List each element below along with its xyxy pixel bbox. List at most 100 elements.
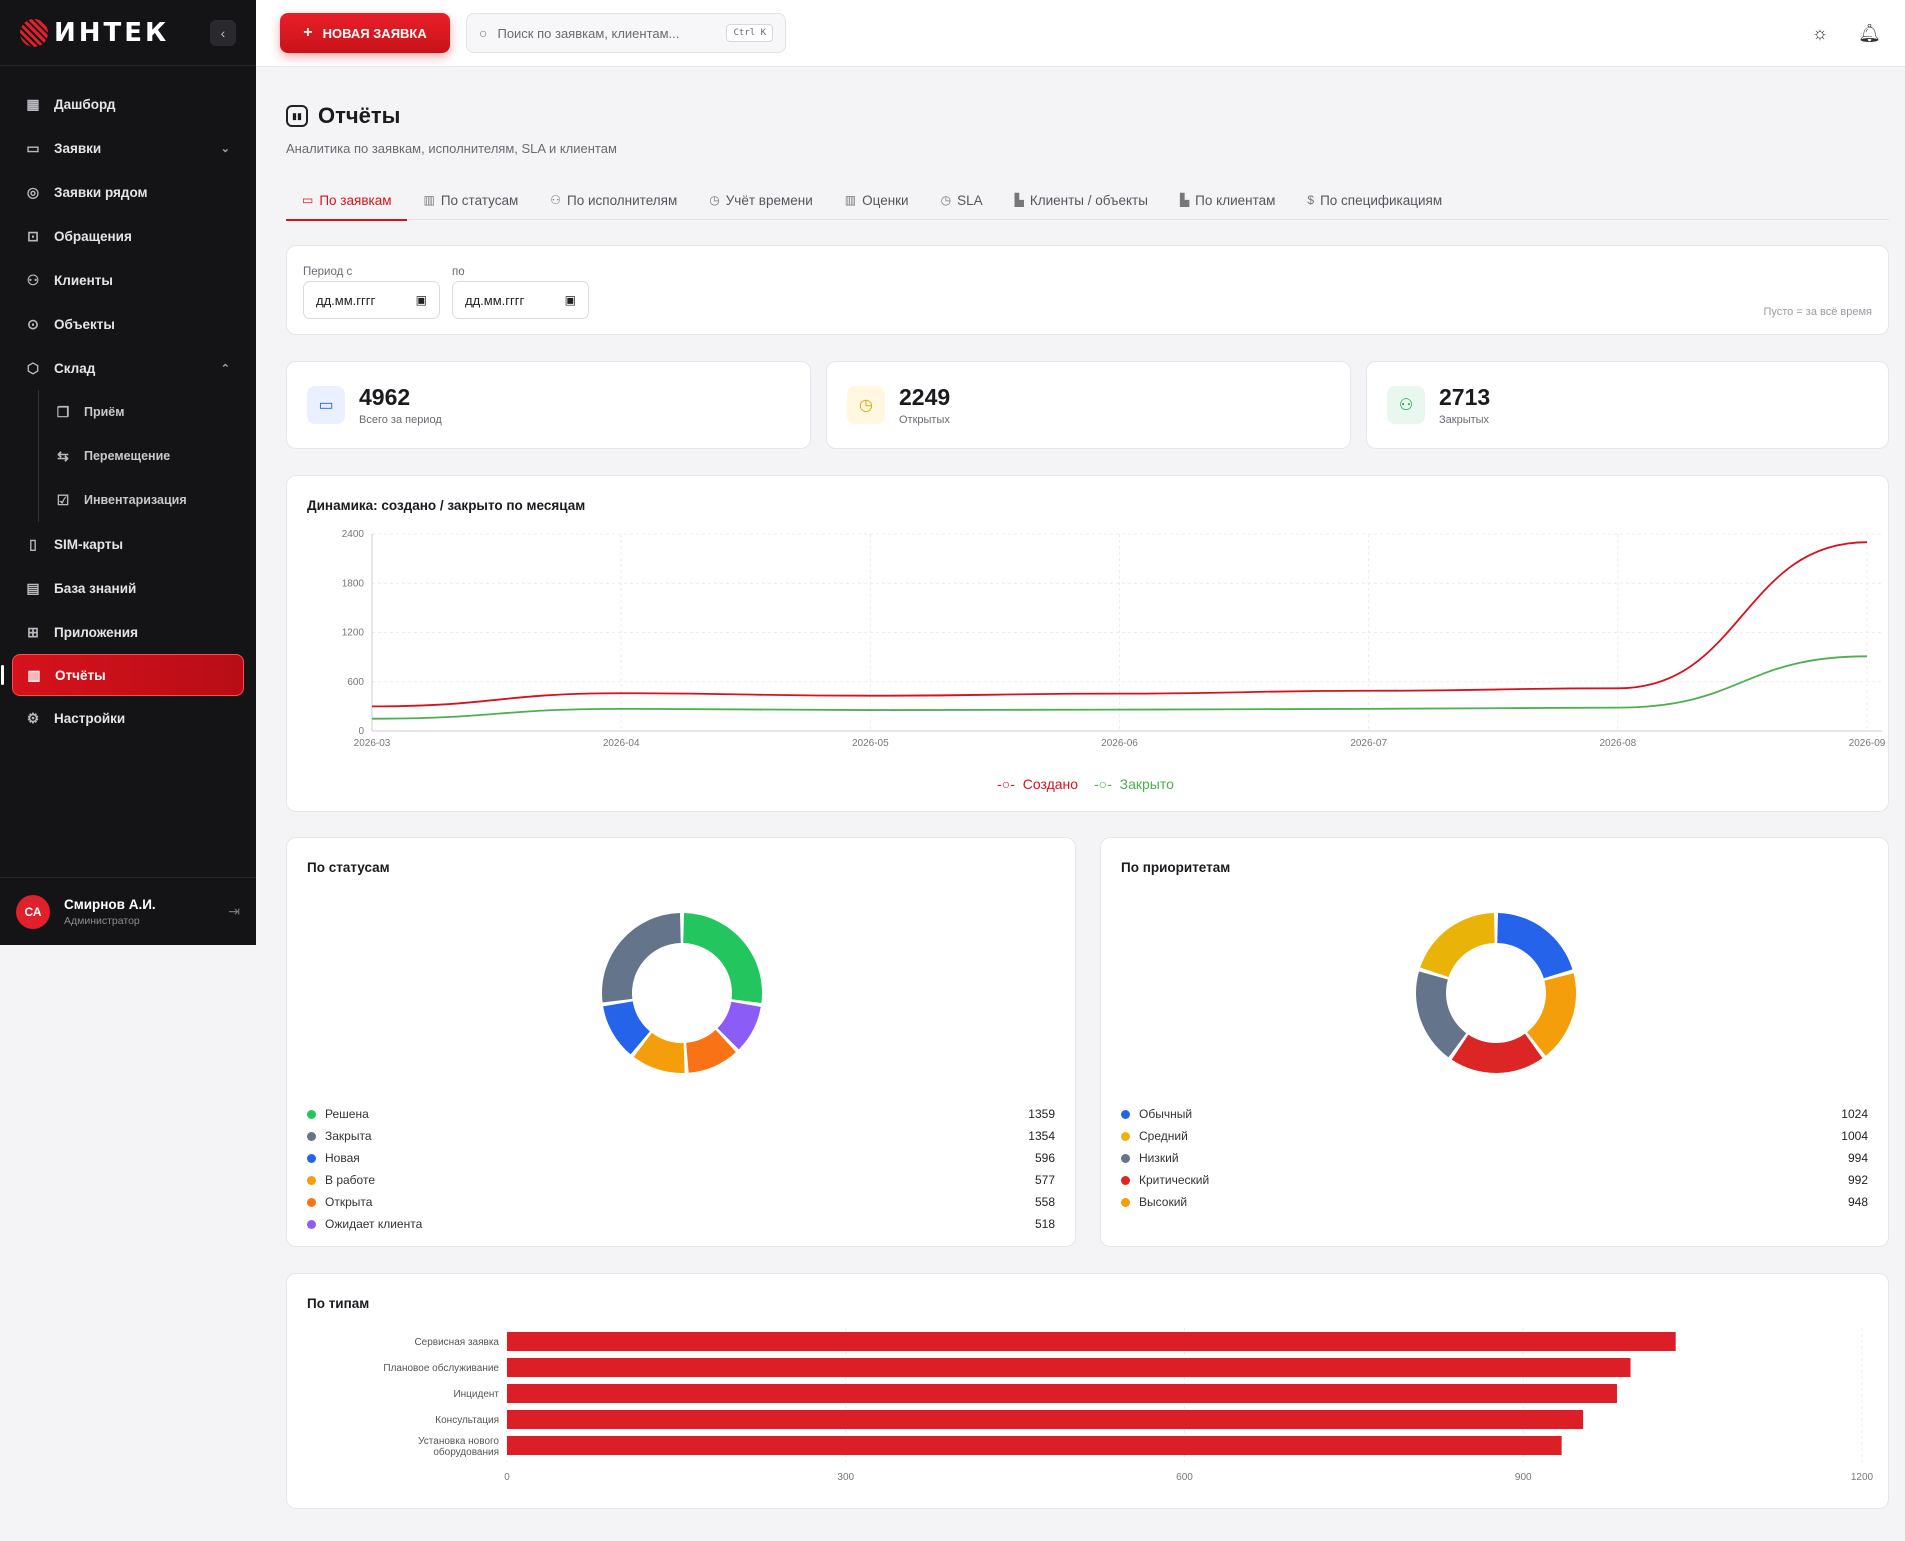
search-shortcut: Ctrl K: [726, 24, 773, 42]
legend-row: Высокий 948: [1121, 1191, 1868, 1213]
status-donut-card: По статусам Решена 1359 Закрыта 1354 Новая 59…: [286, 837, 1076, 1247]
stat-value: 4962: [359, 384, 411, 410]
x-tick-label: 2026-03: [354, 738, 391, 749]
legend-value: 948: [1847, 1195, 1868, 1209]
legend-dot: [307, 1131, 316, 1141]
user-profile[interactable]: СА Смирнов А.И. Администратор ⇥: [0, 877, 256, 945]
tab-clients-objects[interactable]: ▙ Клиенты / объекты: [999, 180, 1164, 220]
sidebar-subitem-receive[interactable]: ❒ Приём: [0, 390, 256, 434]
bar[interactable]: [507, 1384, 1617, 1403]
sidebar-subitem-inventory[interactable]: ☑ Инвентаризация: [0, 478, 256, 522]
calendar-icon[interactable]: ▣: [415, 293, 427, 307]
inbox-icon: ⊡: [27, 227, 39, 244]
sun-icon[interactable]: ☼: [1811, 22, 1829, 43]
donut-slice[interactable]: [686, 1029, 736, 1073]
tab-sla[interactable]: ◷ SLA: [925, 180, 999, 220]
sidebar-item-knowledge[interactable]: ▤ База знаний: [0, 566, 256, 610]
sidebar-item-label: Объекты: [54, 316, 115, 332]
legend-item-closed[interactable]: -○- Закрыто: [1093, 776, 1174, 792]
tab-label: По спецификациям: [1320, 192, 1443, 208]
chevron-left-icon[interactable]: ‹: [210, 19, 236, 46]
tab-specifications[interactable]: $ По спецификациям: [1291, 180, 1458, 220]
tab-ratings[interactable]: ▥ Оценки: [829, 180, 925, 220]
bar[interactable]: [507, 1436, 1562, 1455]
bar[interactable]: [507, 1332, 1676, 1351]
sidebar-item-clients[interactable]: ⚇ Клиенты: [0, 258, 256, 302]
calendar-icon[interactable]: ▣: [564, 293, 576, 307]
logout-icon[interactable]: ⇥: [228, 903, 240, 919]
x-tick-label: 300: [837, 1472, 854, 1483]
legend-row: Решена 1359: [307, 1103, 1055, 1125]
legend-label: Высокий: [1139, 1195, 1188, 1209]
chart-title: Динамика: создано / закрыто по месяцам: [307, 498, 586, 513]
tab-clients[interactable]: ▙ По клиентам: [1164, 180, 1291, 220]
stat-value: 2713: [1439, 384, 1491, 410]
tab-label: Клиенты / объекты: [1029, 192, 1148, 208]
sidebar-item-label: Перемещение: [84, 449, 171, 463]
new-ticket-button[interactable]: + НОВАЯ ЗАЯВКА: [280, 13, 450, 53]
legend-label: Обычный: [1139, 1107, 1193, 1121]
sidebar-item-reports[interactable]: ▥ Отчёты: [1, 654, 244, 696]
legend-label: Низкий: [1139, 1151, 1179, 1165]
donut-slice[interactable]: [633, 1032, 685, 1073]
sidebar-item-objects[interactable]: ⊙ Объекты: [0, 302, 256, 346]
sidebar-item-sim[interactable]: ▯ SIM-карты: [0, 522, 256, 566]
period-to-input[interactable]: дд.мм.гггг ▣: [452, 281, 589, 319]
legend-item-created[interactable]: -○- Создано: [997, 776, 1079, 792]
donut-slice[interactable]: [717, 1001, 761, 1050]
sidebar-item-nearby[interactable]: ◎ Заявки рядом: [0, 170, 256, 214]
search-input[interactable]: ○ Поиск по заявкам, клиентам... Ctrl K: [466, 13, 786, 53]
legend-dot: [1121, 1153, 1130, 1163]
sidebar-subitem-transfer[interactable]: ⇆ Перемещение: [0, 434, 256, 478]
x-tick-label: 2026-08: [1599, 738, 1636, 749]
users-icon: ⚇: [550, 193, 562, 207]
period-from-input[interactable]: дд.мм.гггг ▣: [303, 281, 440, 319]
donut-slice[interactable]: [602, 913, 681, 1003]
donut-slice[interactable]: [1497, 913, 1573, 979]
priority-legend: Обычный 1024 Средний 1004 Низкий 994 Критическ…: [1121, 1103, 1868, 1213]
search-placeholder: Поиск по заявкам, клиентам...: [497, 25, 680, 41]
types-bar-card: По типам 0 300 600 900 1200 Сервисная заявка П…: [286, 1273, 1889, 1509]
donut-slice[interactable]: [1527, 973, 1576, 1056]
donut-slice[interactable]: [1451, 1033, 1543, 1073]
avatar: СА: [16, 894, 50, 929]
tab-tickets[interactable]: ▭ По заявкам: [286, 180, 408, 221]
donut-slice[interactable]: [1420, 913, 1495, 978]
bar[interactable]: [507, 1358, 1631, 1377]
donut-slice[interactable]: [603, 1001, 650, 1055]
legend-label: Создано: [1022, 776, 1079, 792]
sidebar-item-requests[interactable]: ⊡ Обращения: [0, 214, 256, 258]
category-label: Консультация: [435, 1415, 499, 1426]
donut-slice[interactable]: [683, 913, 762, 1003]
bell-icon[interactable]: 🔔︎: [1858, 22, 1881, 43]
tab-label: SLA: [957, 192, 983, 208]
gear-icon: ⚙: [26, 709, 40, 726]
tab-time[interactable]: ◷ Учёт времени: [693, 180, 829, 220]
legend-dot: [307, 1197, 316, 1207]
sidebar-item-dashboard[interactable]: ▦ Дашборд: [0, 82, 256, 126]
clock-icon: ◷: [847, 386, 885, 424]
sidebar-item-label: Отчёты: [55, 667, 106, 683]
sidebar-item-warehouse[interactable]: ⬡ Склад ⌃: [0, 346, 256, 390]
tab-statuses[interactable]: ▥ По статусам: [407, 180, 534, 220]
sidebar-item-label: Клиенты: [54, 272, 113, 288]
x-tick-label: 2026-05: [852, 738, 889, 749]
tab-executors[interactable]: ⚇ По исполнителям: [534, 180, 693, 220]
sim-icon: ▯: [29, 535, 37, 552]
sidebar-item-apps[interactable]: ⊞ Приложения: [0, 610, 256, 654]
donut-slice[interactable]: [1416, 971, 1467, 1058]
sidebar-item-tickets[interactable]: ▭ Заявки ⌄: [0, 126, 256, 170]
types-bar-chart: 0 300 600 900 1200 Сервисная заявка Плановое о…: [383, 1328, 1874, 1483]
y-tick-label: 2400: [342, 529, 365, 540]
bar[interactable]: [507, 1410, 1584, 1429]
status-legend: Решена 1359 Закрыта 1354 Новая 596 В работе 577…: [307, 1103, 1055, 1235]
stat-label: Закрытых: [1439, 414, 1490, 426]
chart-title: По статусам: [307, 860, 390, 875]
sidebar-item-settings[interactable]: ⚙ Настройки: [0, 696, 256, 740]
date-value: дд.мм.гггг: [465, 292, 525, 308]
period-from-label: Период с: [303, 266, 353, 278]
tab-label: По клиентам: [1195, 192, 1276, 208]
x-tick-label: 1200: [1851, 1472, 1874, 1483]
clock-icon: ◷: [709, 193, 720, 207]
sidebar-item-label: Настройки: [54, 710, 126, 726]
